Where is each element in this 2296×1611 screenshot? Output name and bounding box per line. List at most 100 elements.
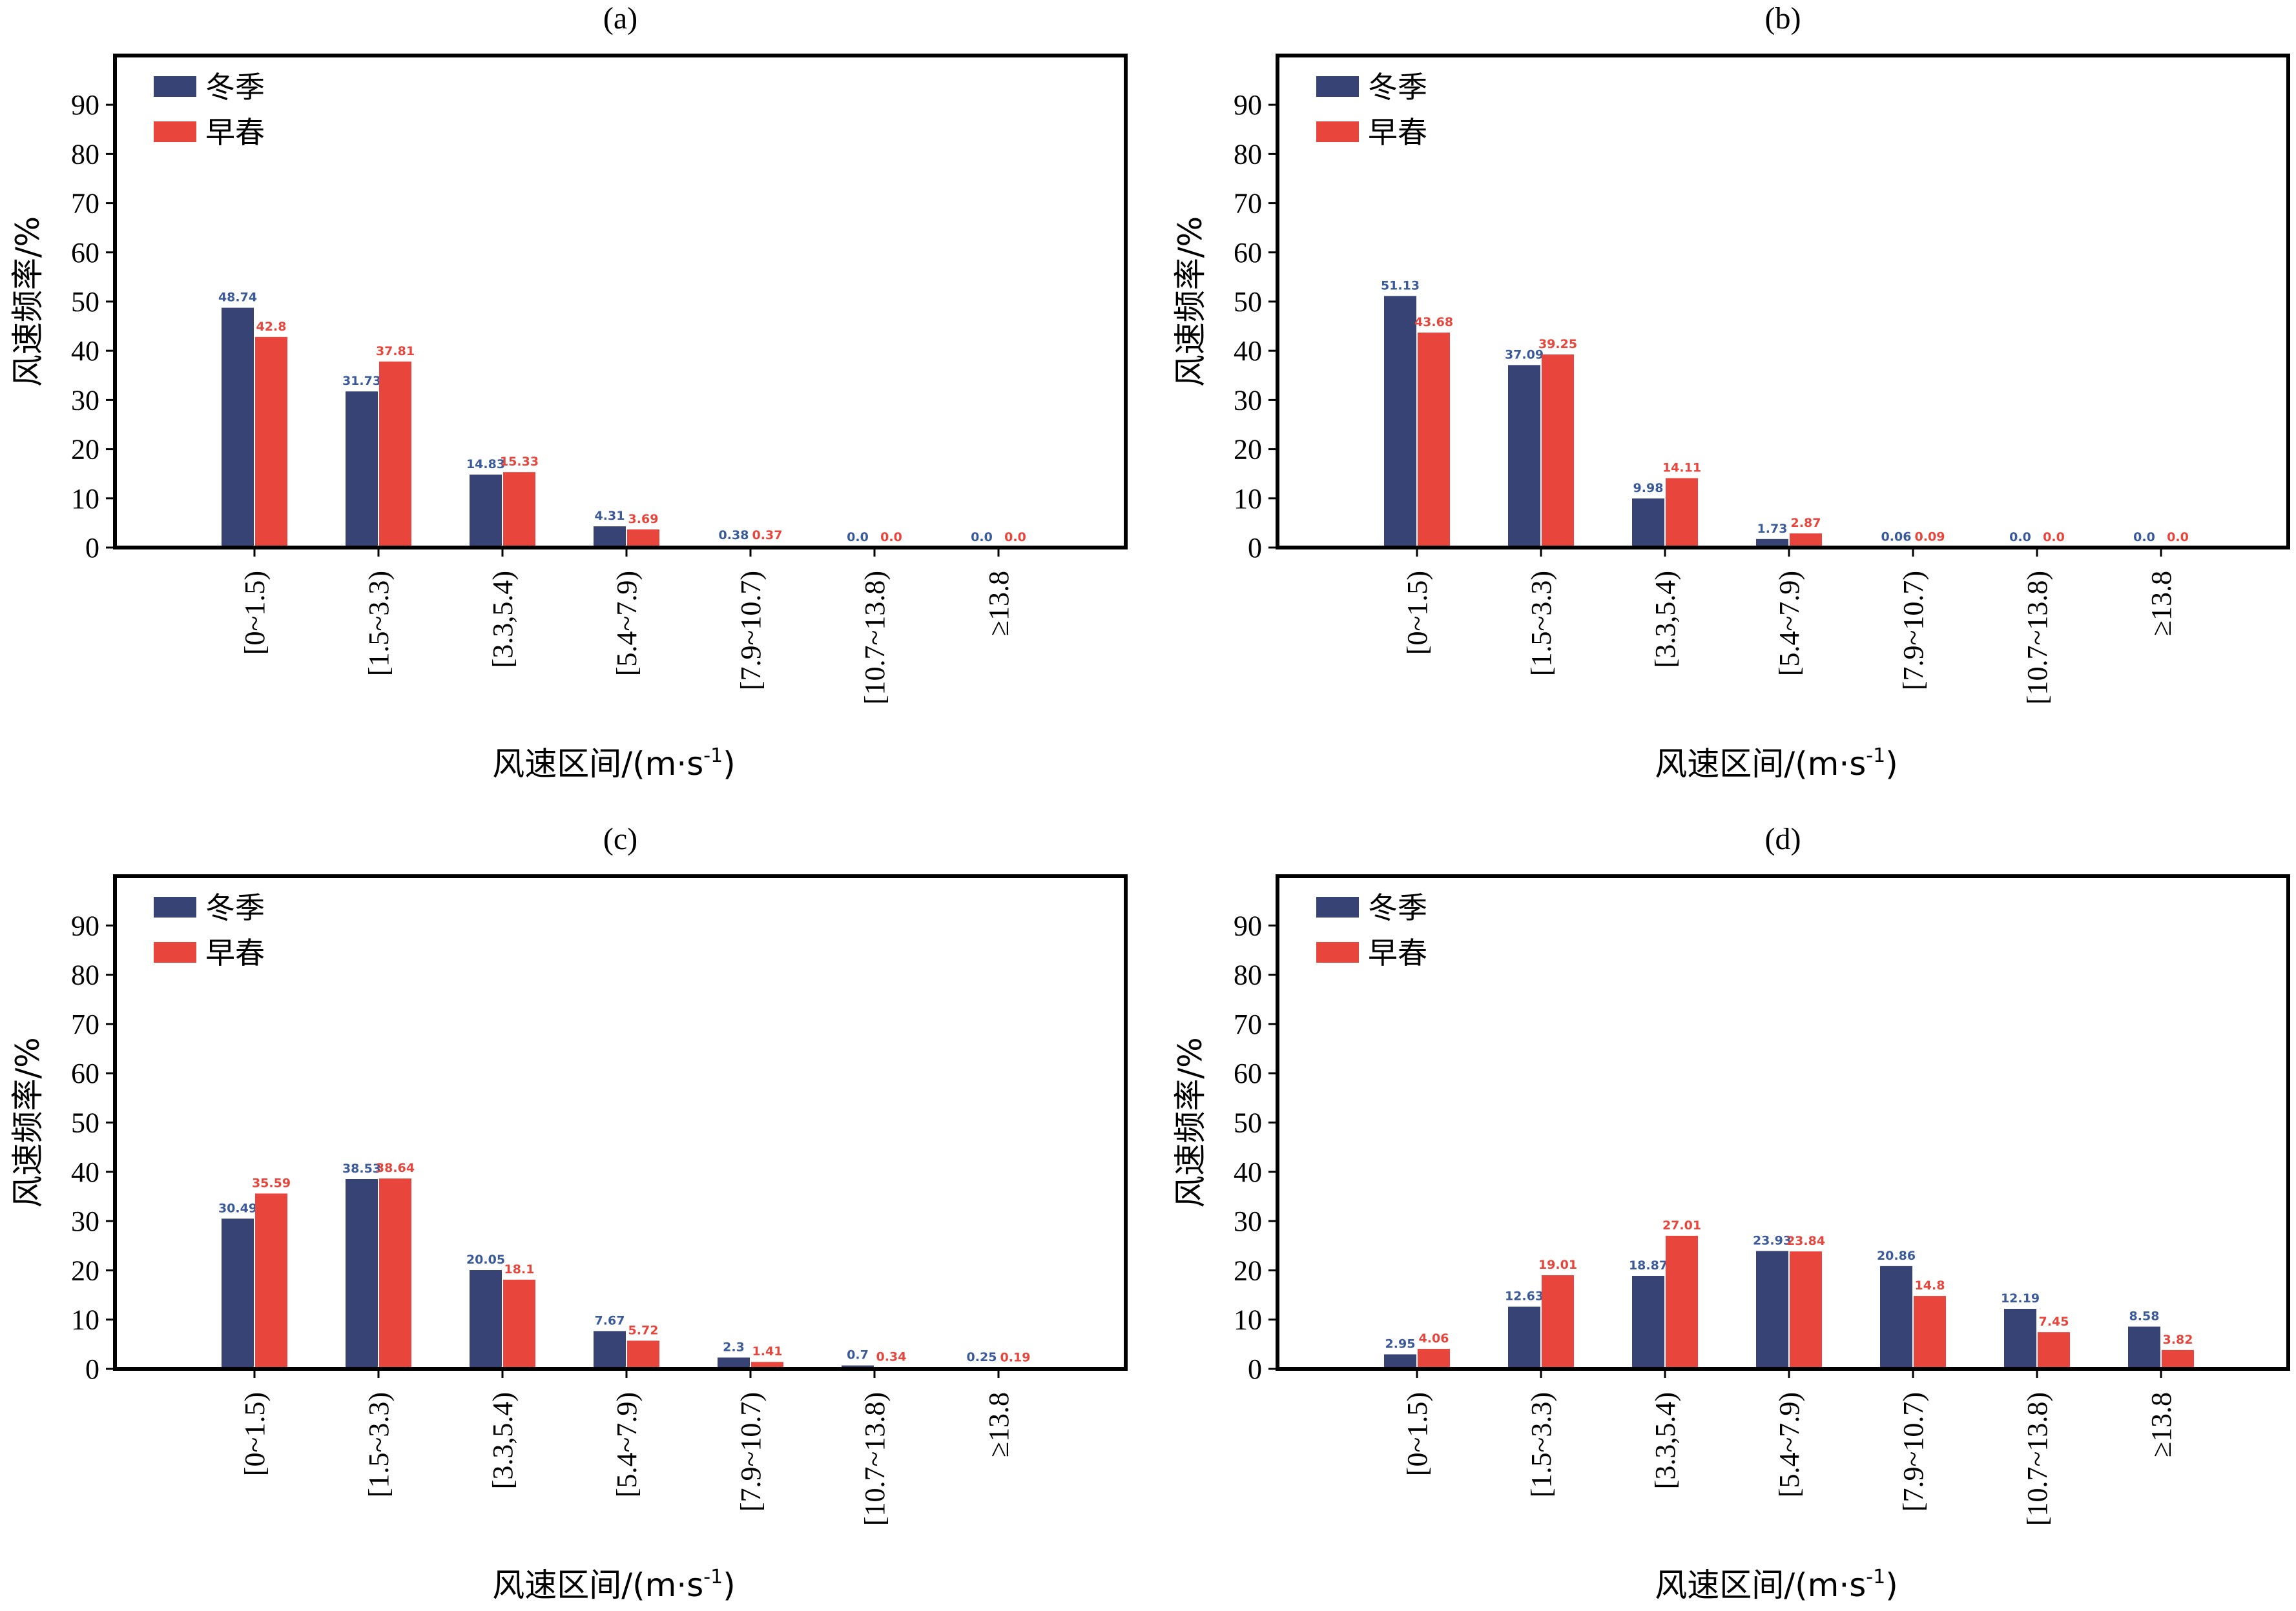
data-label: 0.0 xyxy=(847,530,869,544)
x-tick-label: [5.4~7.9) xyxy=(1774,571,1805,676)
data-label: 48.74 xyxy=(218,291,257,305)
y-tick-label: 60 xyxy=(1234,237,1262,269)
bar-winter xyxy=(1384,296,1416,548)
data-label: 30.49 xyxy=(218,1201,257,1215)
data-label: 0.34 xyxy=(876,1349,907,1364)
y-tick-label: 80 xyxy=(1234,959,1262,991)
y-tick-label: 0 xyxy=(1248,532,1262,564)
x-tick-label: [5.4~7.9) xyxy=(1774,1392,1805,1497)
y-tick-label: 60 xyxy=(1234,1058,1262,1089)
data-label: 12.19 xyxy=(2001,1291,2040,1306)
data-label: 1.73 xyxy=(1757,522,1788,536)
bar-spring xyxy=(1790,533,1822,548)
x-tick-label: [1.5~3.3) xyxy=(363,571,395,676)
data-label: 23.93 xyxy=(1753,1233,1792,1247)
data-label: 43.68 xyxy=(1414,315,1453,329)
bar-spring xyxy=(1418,1349,1450,1369)
y-tick-label: 0 xyxy=(85,532,99,564)
x-tick-label: [7.9~10.7) xyxy=(735,571,767,690)
data-label: 18.87 xyxy=(1629,1258,1668,1273)
x-axis-title: 风速区间/(m·s-1) xyxy=(1655,744,1898,783)
x-tick-label: ≥13.8 xyxy=(2146,571,2177,636)
data-label: 4.06 xyxy=(1419,1331,1449,1346)
data-label: 0.25 xyxy=(967,1350,997,1364)
x-tick-label: [0~1.5) xyxy=(1401,1392,1433,1476)
y-tick-label: 20 xyxy=(1234,434,1262,466)
x-tick-label: [3.3,5.4) xyxy=(1650,571,1681,668)
bar-winter xyxy=(1384,1354,1416,1369)
data-label: 3.82 xyxy=(2163,1333,2193,1347)
data-label: 38.64 xyxy=(376,1161,415,1175)
x-axis-title: 风速区间/(m·s-1) xyxy=(492,744,735,783)
legend-swatch-winter xyxy=(154,76,196,97)
bar-winter xyxy=(222,1218,254,1369)
x-tick-label: [5.4~7.9) xyxy=(611,571,643,676)
legend-label: 早春 xyxy=(1368,115,1427,150)
legend-label: 冬季 xyxy=(1368,70,1427,105)
bar-winter xyxy=(346,1179,378,1369)
y-tick-label: 0 xyxy=(1248,1353,1262,1385)
panel-d: (d) 2.95 12.63 18.87 23.93 20.86 12.19 8.58 4.06… xyxy=(1172,822,2290,1604)
data-label: 14.83 xyxy=(466,457,505,471)
data-label: 18.1 xyxy=(504,1262,535,1277)
data-label: 1.41 xyxy=(752,1344,783,1359)
y-tick-label: 10 xyxy=(1234,1304,1262,1336)
legend-swatch-spring xyxy=(154,121,196,142)
bar-winter xyxy=(1508,365,1540,548)
y-tick-label: 70 xyxy=(1234,188,1262,220)
data-label: 20.86 xyxy=(1877,1249,1916,1263)
panel-title: (d) xyxy=(1765,822,1801,856)
data-label: 9.98 xyxy=(1633,481,1664,495)
data-label: 15.33 xyxy=(500,455,539,469)
data-label: 0.06 xyxy=(1881,530,1912,544)
y-axis-title: 风速频率/% xyxy=(9,216,47,387)
x-tick-label: [5.4~7.9) xyxy=(611,1392,643,1497)
y-tick-label: 40 xyxy=(1234,1156,1262,1188)
bar-winter xyxy=(1880,1266,1912,1369)
panel-b: (b) 51.13 37.09 9.98 1.73 0.06 0.0 0.0 43.68 39.2… xyxy=(1172,1,2290,783)
data-label: 37.81 xyxy=(376,344,415,358)
legend-swatch-winter xyxy=(1316,897,1359,918)
data-label: 2.87 xyxy=(1791,516,1821,530)
bar-spring xyxy=(379,361,411,548)
data-label: 0.0 xyxy=(2009,530,2031,544)
y-tick-label: 90 xyxy=(1234,910,1262,941)
bar-spring xyxy=(503,1279,535,1369)
bar-winter xyxy=(1756,1251,1788,1369)
x-axis-title: 风速区间/(m·s-1) xyxy=(492,1566,735,1604)
x-tick-label: [7.9~10.7) xyxy=(735,1392,767,1512)
data-label: 0.19 xyxy=(1000,1351,1031,1365)
bar-winter xyxy=(1632,498,1664,548)
bar-spring xyxy=(627,529,659,548)
legend-swatch-spring xyxy=(1316,121,1359,142)
data-label: 0.7 xyxy=(847,1348,869,1362)
y-tick-label: 70 xyxy=(71,188,99,220)
y-tick-label: 60 xyxy=(71,237,99,269)
data-label: 7.45 xyxy=(2039,1315,2069,1329)
data-label: 37.09 xyxy=(1505,347,1544,362)
data-label: 0.37 xyxy=(752,528,783,542)
bar-winter xyxy=(718,1357,750,1369)
bar-spring xyxy=(1418,333,1450,548)
x-tick-label: [10.7~13.8) xyxy=(2022,1392,2053,1526)
data-label: 12.63 xyxy=(1505,1289,1544,1304)
x-tick-label: [10.7~13.8) xyxy=(2022,571,2053,704)
bar-winter xyxy=(1756,539,1788,548)
panel-title: (a) xyxy=(603,1,637,36)
y-tick-label: 90 xyxy=(1234,89,1262,121)
legend-label: 早春 xyxy=(1368,936,1427,970)
y-tick-label: 10 xyxy=(71,483,99,515)
bar-spring xyxy=(2038,1332,2070,1369)
data-label: 0.0 xyxy=(2167,530,2189,544)
y-tick-label: 80 xyxy=(71,138,99,170)
bar-winter xyxy=(346,391,378,548)
legend-label: 冬季 xyxy=(1368,890,1427,925)
bar-spring xyxy=(379,1178,411,1369)
y-tick-label: 50 xyxy=(71,1107,99,1139)
x-tick-label: [3.3,5.4) xyxy=(487,1392,519,1489)
y-axis-title: 风速频率/% xyxy=(1172,216,1209,387)
y-tick-label: 30 xyxy=(71,1206,99,1237)
